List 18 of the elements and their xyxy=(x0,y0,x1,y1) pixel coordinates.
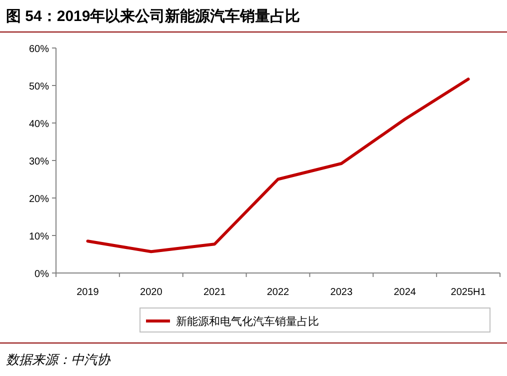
y-tick-label: 0% xyxy=(34,269,50,280)
title: 图 54：2019年以来公司新能源汽车销量占比 xyxy=(6,8,300,25)
x-tick-label: 2020 xyxy=(140,287,163,298)
line-series xyxy=(86,78,470,254)
y-tick-label: 10% xyxy=(28,232,50,242)
y-tick-label: 30% xyxy=(28,156,50,168)
source-note: 数据来源：中汽协 xyxy=(6,352,111,367)
x-tick-label: 2022 xyxy=(266,287,290,298)
y-tick-label: 50% xyxy=(28,82,50,92)
y-tick-label: 40% xyxy=(28,119,50,130)
legend-label: 新能源和电气化汽车销量占比 xyxy=(176,315,319,328)
y-tick-label: 20% xyxy=(28,194,50,205)
x-tick-label: 2024 xyxy=(394,287,416,298)
x-tick-label: 2019 xyxy=(76,287,100,298)
x-tick-label: 2021 xyxy=(203,287,226,298)
x-tick-label: 2025H1 xyxy=(450,287,486,298)
x-tick-label: 2023 xyxy=(330,287,353,298)
y-tick-label: 60% xyxy=(28,44,50,55)
